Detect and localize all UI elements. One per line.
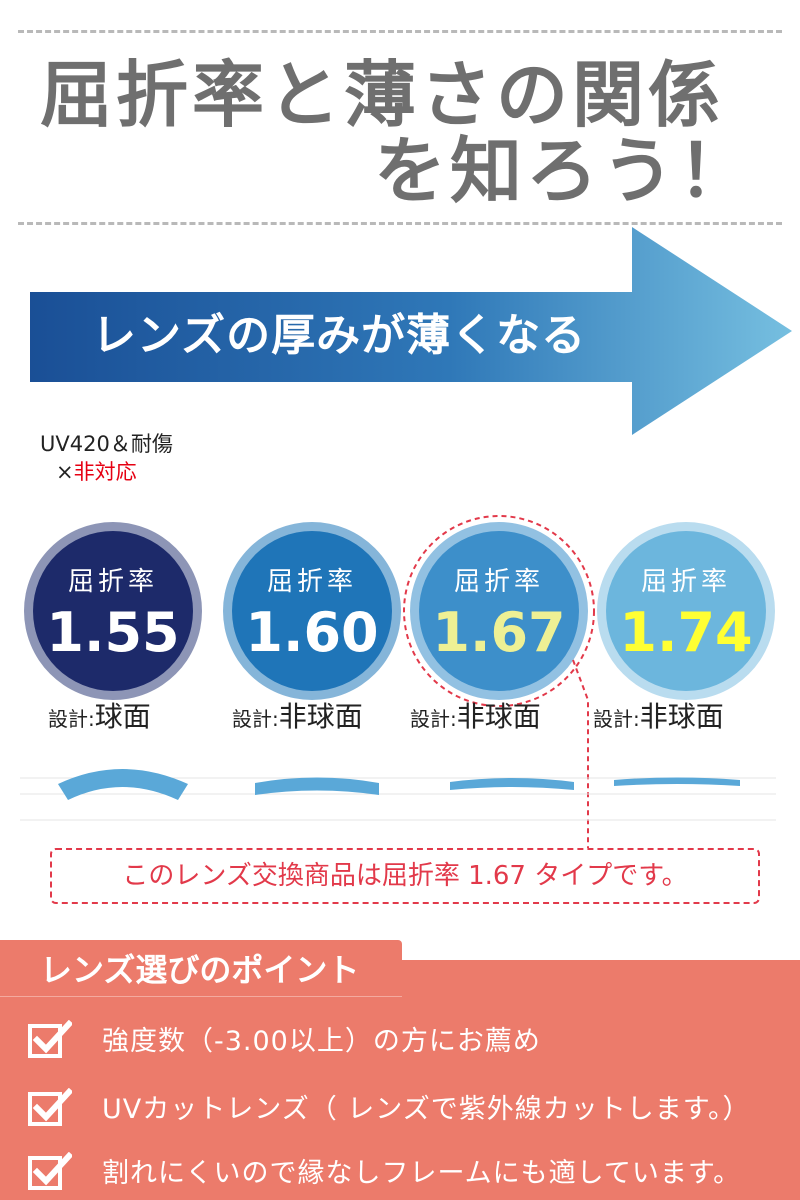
page-title-line2: を知ろう！	[373, 129, 754, 213]
cross-mark: ×	[56, 460, 74, 484]
refractive-index-value: 1.55	[46, 601, 180, 664]
points-title: レンズ選びのポイント	[40, 951, 360, 989]
refractive-index-label: 屈折率	[266, 567, 357, 597]
uv-note-line2: ×非対応	[56, 456, 137, 486]
lens-circle-1-55: 屈折率 1.55	[33, 531, 193, 691]
lens-circle-1-67: 屈折率 1.67	[419, 531, 579, 691]
refractive-index-label: 屈折率	[640, 567, 731, 597]
point-item-3: 割れにくいので縁なしフレームにも適しています。	[102, 1158, 742, 1189]
design-label-3: 設計:非球面	[410, 700, 541, 733]
refractive-index-value: 1.74	[619, 601, 753, 664]
page-title-line1: 屈折率と薄さの関係	[40, 53, 725, 137]
highlight-connector	[403, 515, 595, 848]
lens-circle-1-60: 屈折率 1.60	[232, 531, 392, 691]
uv-note-line1: UV420＆耐傷	[40, 432, 173, 456]
lens-circle-1-74: 屈折率 1.74	[606, 531, 766, 691]
selected-type-callout: このレンズ交換商品は屈折率 1.67 タイプです。	[50, 848, 760, 904]
arrow-label: レンズの厚みが薄くなる	[92, 310, 587, 361]
point-item-1: 強度数（-3.00以上）の方にお薦め	[102, 1026, 541, 1057]
design-label-4: 設計:非球面	[593, 700, 724, 733]
refractive-index-label: 屈折率	[453, 567, 544, 597]
point-item-2: UVカットレンズ（ レンズで紫外線カットします。）	[102, 1094, 751, 1125]
refractive-index-value: 1.67	[432, 601, 566, 664]
design-label-1: 設計:球面	[48, 700, 151, 733]
checkbox-checked-icon	[28, 1020, 72, 1058]
lens-profile-graphic	[20, 769, 776, 821]
top-divider	[18, 30, 782, 33]
design-label-2: 設計:非球面	[232, 700, 363, 733]
checkbox-checked-icon	[28, 1088, 72, 1126]
title-divider	[18, 222, 782, 225]
points-header-divider	[0, 996, 402, 997]
refractive-index-value: 1.60	[245, 601, 379, 664]
thinner-arrow-graphic	[30, 227, 792, 435]
unsupported-label: 非対応	[73, 460, 137, 484]
points-panel	[0, 960, 800, 1200]
checkbox-checked-icon	[28, 1152, 72, 1190]
refractive-index-label: 屈折率	[67, 567, 158, 597]
